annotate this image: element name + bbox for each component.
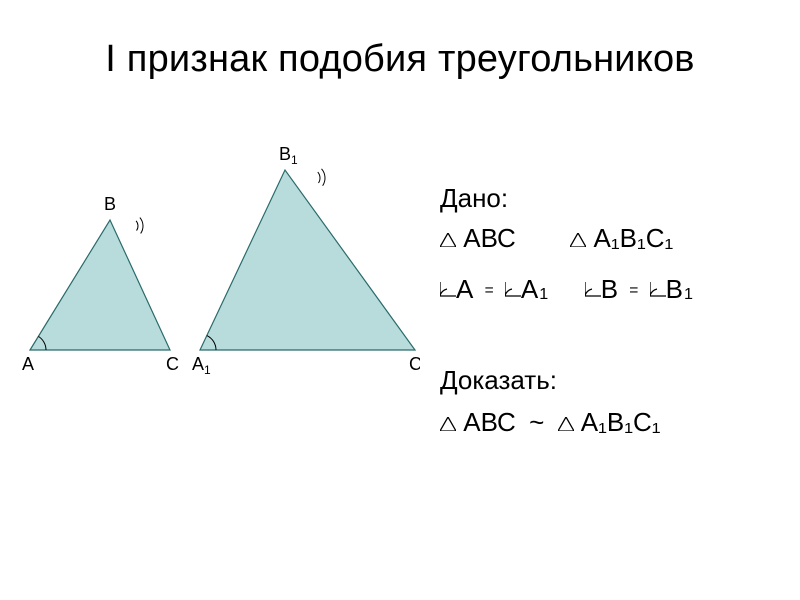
triangle-icon — [440, 233, 456, 247]
prove-lhs: АВС — [463, 407, 516, 437]
given-triangle-a1b1c1: А₁В₁С₁ — [594, 223, 674, 253]
svg-text:С1: С1 — [409, 354, 420, 377]
similar-symbol: ~ — [529, 407, 544, 437]
prove-heading: Доказать: — [440, 360, 780, 402]
angle-icon — [440, 282, 456, 298]
triangle-icon — [440, 417, 456, 431]
equals-sign: = — [629, 282, 638, 299]
triangle-icon — [558, 417, 574, 431]
prove-rhs: А₁В₁С₁ — [581, 407, 661, 437]
prove-block: Доказать: АВС ~ А₁В₁С₁ — [440, 360, 780, 443]
given-angles: А = А1 В = В1 — [440, 269, 780, 309]
triangle-icon — [570, 233, 586, 247]
svg-text:А: А — [22, 354, 34, 374]
svg-text:В: В — [104, 194, 116, 214]
prove-statement: АВС ~ А₁В₁С₁ — [440, 402, 780, 444]
svg-text:С: С — [166, 354, 179, 374]
given-block: Дано: АВС А₁В₁С₁ А = А1 В = В1 — [440, 178, 780, 309]
svg-text:А1: А1 — [192, 354, 211, 377]
angle-A1: А — [521, 274, 538, 304]
angle-icon — [650, 282, 666, 298]
svg-text:В1: В1 — [279, 144, 298, 167]
given-heading: Дано: — [440, 178, 780, 218]
equals-sign: = — [485, 282, 494, 299]
given-triangle-abc: АВС — [463, 223, 516, 253]
angle-icon — [505, 282, 521, 298]
angle-icon — [585, 282, 601, 298]
angle-A: А — [456, 274, 473, 304]
slide-title: I признак подобия треугольников — [0, 38, 800, 81]
angle-B1: В — [666, 274, 683, 304]
angle-B: В — [601, 274, 618, 304]
similarity-diagram: А В С А1 В1 С1 — [20, 130, 420, 390]
given-triangles: АВС А₁В₁С₁ — [440, 218, 780, 258]
